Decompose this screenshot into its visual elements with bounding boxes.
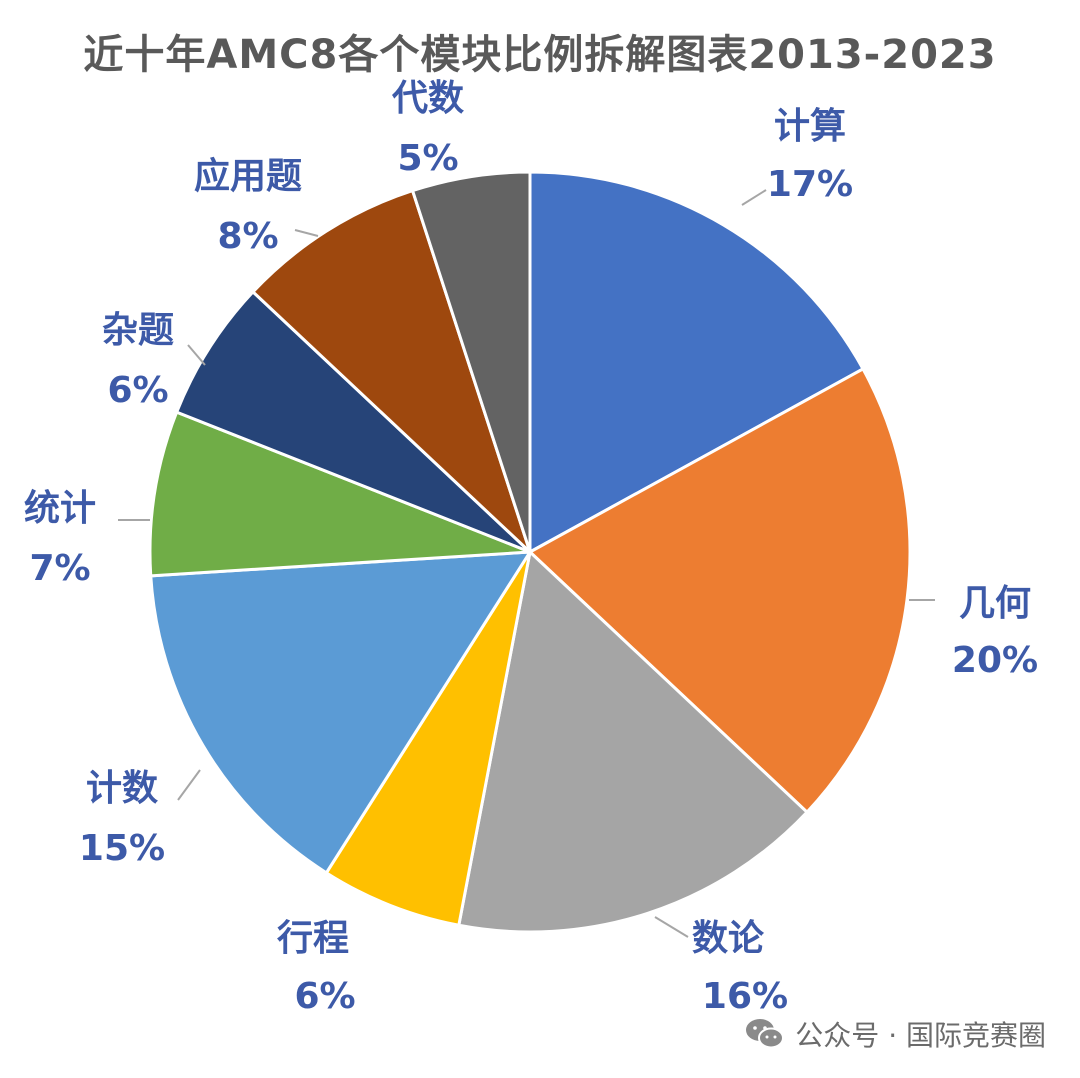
slice-name-label: 数论 <box>692 918 765 959</box>
watermark: 公众号 · 国际竞赛圈 <box>745 1014 1046 1054</box>
leader-lines <box>118 189 935 938</box>
slice-name-label: 几何 <box>959 583 1031 624</box>
leader-line <box>654 916 689 938</box>
slice-percent-label: 16% <box>702 976 788 1017</box>
slice-name-label: 行程 <box>277 918 349 959</box>
pie-slice-2 <box>527 366 912 815</box>
slice-name-label: 计算 <box>774 106 846 147</box>
slice-percent-label: 8% <box>217 216 278 257</box>
pie-slice-6 <box>148 410 531 578</box>
pie-slice-3 <box>457 549 810 934</box>
pie-slice-1 <box>528 170 866 555</box>
pie-slice-8 <box>250 188 532 554</box>
slice-name-label: 代数 <box>391 78 464 119</box>
slice-name-label: 统计 <box>24 488 96 529</box>
slice-percent-label: 6% <box>294 976 355 1017</box>
slice-name-label: 应用题 <box>194 156 302 197</box>
watermark-text: 公众号 · 国际竞赛圈 <box>795 1019 1046 1052</box>
pie-slices <box>148 170 912 934</box>
slice-percent-label: 17% <box>767 164 853 205</box>
wechat-icon <box>746 1019 785 1049</box>
pie-slice-9 <box>410 170 532 553</box>
slice-labels: 计算 17% 几何 20% 数论 16% 行程 6% 计数 15% 统计 7% 杂题 6% 应用题 8% 代数 5… <box>24 78 1038 1017</box>
chart-title: 近十年AMC8各个模块比例拆解图表2013-2023 <box>83 32 997 78</box>
pie-slice-7 <box>174 289 532 554</box>
slice-percent-label: 20% <box>952 640 1038 681</box>
leader-line <box>177 769 201 801</box>
slice-percent-label: 15% <box>79 828 165 869</box>
slice-percent-label: 7% <box>29 548 90 589</box>
leader-line <box>187 344 206 366</box>
slice-percent-label: 6% <box>107 370 168 411</box>
slice-name-label: 计数 <box>86 768 158 809</box>
slice-name-label: 杂题 <box>102 310 174 351</box>
pie-slice-4 <box>324 551 532 928</box>
leader-line <box>741 189 767 206</box>
leader-line <box>294 229 319 237</box>
pie-slice-5 <box>149 550 533 875</box>
slice-percent-label: 5% <box>397 138 458 179</box>
